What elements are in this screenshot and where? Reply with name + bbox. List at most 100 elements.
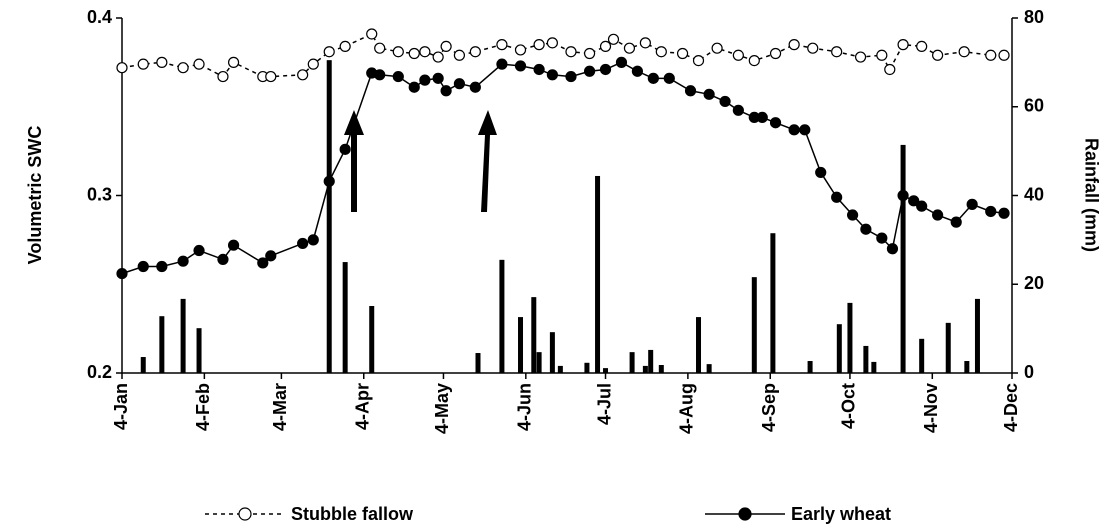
rain-bar xyxy=(658,365,664,373)
rain-bar xyxy=(919,338,925,373)
marker xyxy=(546,69,558,81)
marker xyxy=(647,72,659,84)
rain-bar xyxy=(706,364,712,373)
marker xyxy=(932,49,944,61)
marker xyxy=(985,49,997,61)
marker xyxy=(769,47,782,60)
marker xyxy=(323,175,335,187)
arrow xyxy=(478,110,497,212)
x-tick-label: 4-Aug xyxy=(677,383,697,434)
y2-axis-title: Rainfall (mm) xyxy=(1081,138,1101,252)
marker xyxy=(392,70,404,83)
marker xyxy=(998,49,1010,61)
rain-bar xyxy=(180,298,186,373)
rain-bar xyxy=(536,352,542,373)
marker xyxy=(217,70,229,83)
rain-bar xyxy=(836,324,842,373)
marker xyxy=(419,74,431,86)
y2-tick-label: 0 xyxy=(1024,362,1034,382)
series-line xyxy=(121,61,1005,275)
y-axis-title: Volumetric SWC xyxy=(25,126,45,265)
marker xyxy=(177,62,189,74)
rain-bar xyxy=(369,305,375,373)
marker xyxy=(546,37,558,49)
marker xyxy=(583,47,596,60)
rain-bar xyxy=(557,365,563,373)
marker xyxy=(966,198,978,210)
x-tick-label: 4-Dec xyxy=(1001,383,1021,432)
marker xyxy=(748,54,760,67)
series-line xyxy=(121,33,1005,78)
marker xyxy=(137,58,149,70)
rain-bar xyxy=(342,262,348,373)
x-tick-label: 4-Oct xyxy=(839,383,859,429)
rain-bar xyxy=(863,345,869,373)
marker xyxy=(193,244,205,257)
rain-bar xyxy=(140,357,146,373)
marker xyxy=(663,72,675,84)
y2-tick-label: 40 xyxy=(1024,184,1044,204)
marker xyxy=(227,56,240,68)
marker xyxy=(432,51,444,63)
marker xyxy=(339,143,351,155)
legend-label: Early wheat xyxy=(791,504,891,524)
marker xyxy=(599,63,612,76)
y2-tick-label: 20 xyxy=(1024,273,1044,293)
marker xyxy=(769,117,782,129)
marker xyxy=(565,46,577,58)
rain-bar xyxy=(900,144,906,373)
rain-bar xyxy=(603,368,609,373)
marker xyxy=(854,51,867,63)
marker xyxy=(514,44,527,56)
marker xyxy=(565,70,577,83)
marker xyxy=(374,42,386,54)
y-tick-label: 0.3 xyxy=(87,184,112,204)
marker xyxy=(998,207,1010,219)
rain-bar xyxy=(531,297,537,373)
marker xyxy=(958,46,970,58)
x-tick-label: 4-Mar xyxy=(270,383,290,431)
rain-bar xyxy=(974,298,980,373)
x-tick-label: 4-May xyxy=(432,383,452,434)
rain-bar xyxy=(847,302,853,373)
legend-marker xyxy=(738,507,752,521)
rain-bar xyxy=(518,317,524,373)
marker xyxy=(392,46,404,58)
marker xyxy=(307,58,319,70)
marker xyxy=(217,253,229,265)
marker xyxy=(137,260,149,273)
marker xyxy=(265,70,277,83)
marker xyxy=(265,250,277,262)
marker xyxy=(453,49,466,61)
marker xyxy=(440,40,452,53)
marker xyxy=(432,72,444,84)
rain-bar xyxy=(196,328,202,373)
marker xyxy=(703,88,715,100)
rain-bar xyxy=(696,317,702,373)
rain-bar xyxy=(326,60,332,373)
y2-tick-label: 60 xyxy=(1024,96,1044,116)
marker xyxy=(876,232,888,244)
rain-bar xyxy=(642,365,648,373)
marker xyxy=(623,42,636,54)
marker xyxy=(732,49,744,61)
rain-bar xyxy=(549,332,555,373)
marker xyxy=(676,47,689,60)
x-tick-label: 4-Nov xyxy=(921,383,941,433)
marker xyxy=(533,39,545,51)
marker xyxy=(831,46,843,58)
rain-bar xyxy=(595,175,601,373)
rain-bar xyxy=(770,233,776,373)
marker xyxy=(297,69,309,81)
arrow xyxy=(344,110,364,212)
y-tick-label: 0.2 xyxy=(87,362,112,382)
marker xyxy=(897,39,909,51)
marker xyxy=(615,56,628,68)
rain-bar xyxy=(475,353,481,373)
marker xyxy=(374,69,386,81)
x-tick-label: 4-Feb xyxy=(193,383,213,431)
marker xyxy=(366,28,378,40)
y2-tick-label: 80 xyxy=(1024,7,1044,27)
marker xyxy=(116,268,128,280)
